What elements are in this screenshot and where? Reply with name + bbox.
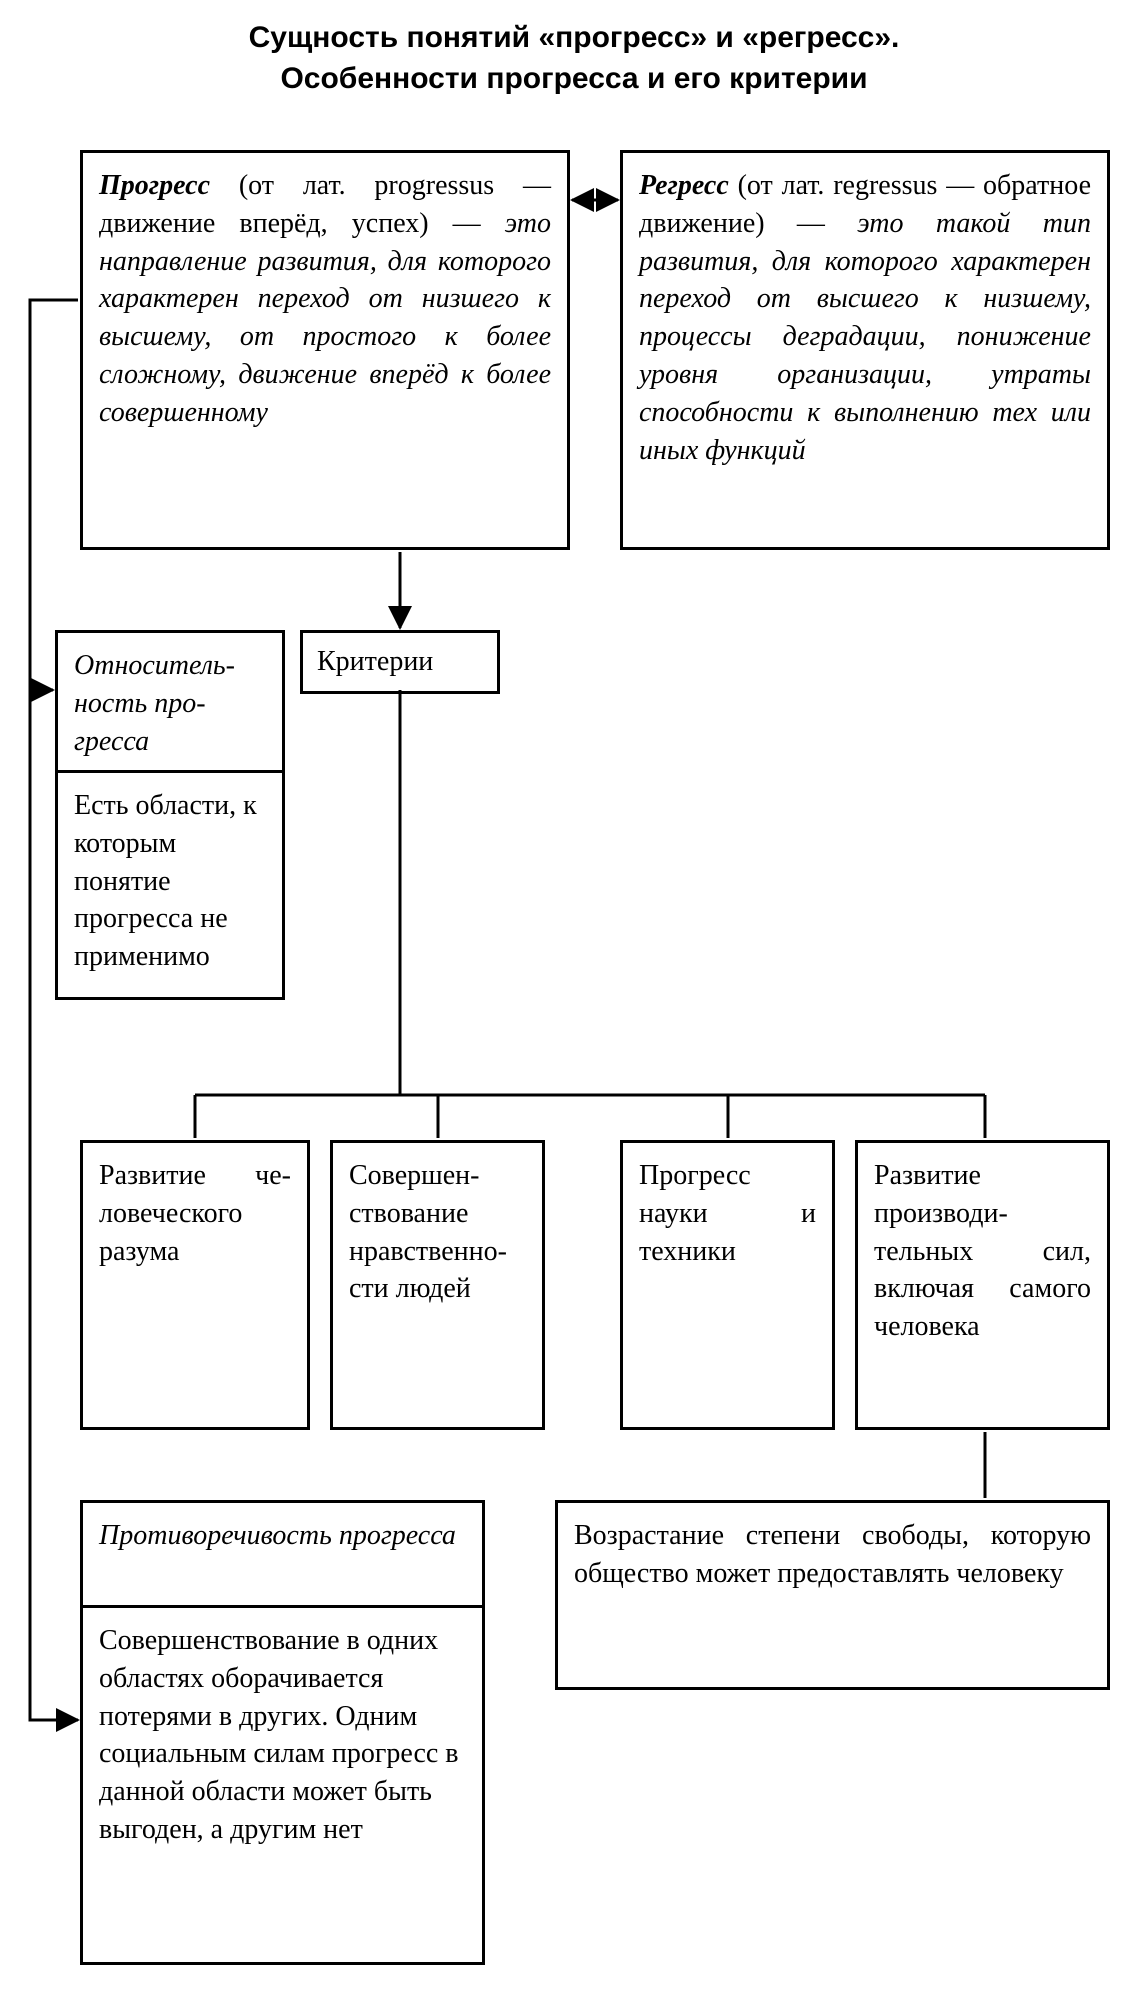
page-title: Сущность понятий «прогресс» и «регресс».… — [0, 18, 1148, 99]
criterion-1: Развитие че­ловеческого разума — [99, 1160, 291, 1267]
criterion-2-box: Совершен­ствова­ние нрав­ственно­сти люд… — [330, 1140, 545, 1430]
regress-definition-box: Регресс (от лат. regressus — обратное дв… — [620, 150, 1110, 550]
regress-term: Регресс — [639, 170, 729, 201]
relativity-body-box: Есть облас­ти, к кото­рым понятие прогре… — [55, 770, 285, 1000]
contradiction-body-box: Совершенствование в одних областях обо­р… — [80, 1605, 485, 1965]
progress-term: Прогресс — [99, 170, 210, 201]
contradiction-body: Совершенствование в одних областях обо­р… — [99, 1625, 459, 1845]
criterion-3-box: Прогресс науки и техники — [620, 1140, 835, 1430]
relativity-body: Есть облас­ти, к кото­рым понятие прогре… — [74, 790, 257, 972]
progress-definition-box: Прогресс (от лат. progres­sus — движение… — [80, 150, 570, 550]
criterion-4: Развитие производи­тельных сил, вклю­чая… — [874, 1160, 1091, 1342]
freedom-box: Возрастание степени сво­боды, которую об… — [555, 1500, 1110, 1690]
criterion-3: Прогресс науки и техники — [639, 1160, 816, 1267]
contradiction-title: Противоречивость прогресса — [99, 1520, 456, 1551]
criterion-4-box: Развитие производи­тельных сил, вклю­чая… — [855, 1140, 1110, 1430]
progress-def: это направление развития, для которого х… — [99, 208, 551, 428]
contradiction-title-box: Противоречивость прогресса — [80, 1500, 485, 1605]
freedom-text: Возрастание степени сво­боды, которую об… — [574, 1520, 1091, 1589]
relativity-title-box: Относитель­ность про­гресса — [55, 630, 285, 770]
title-line-1: Сущность понятий «прогресс» и «регресс». — [249, 21, 900, 54]
title-line-2: Особенности прогресса и его критерии — [280, 62, 867, 95]
regress-def: это такой тип развития, для которого хар… — [639, 208, 1091, 466]
criterion-1-box: Развитие че­ловеческого разума — [80, 1140, 310, 1430]
criteria-label-box: Критерии — [300, 630, 500, 694]
criterion-2: Совершен­ствова­ние нрав­ственно­сти люд… — [349, 1160, 507, 1304]
criteria-label: Критерии — [317, 646, 433, 677]
relativity-title: Относитель­ность про­гресса — [74, 650, 235, 757]
